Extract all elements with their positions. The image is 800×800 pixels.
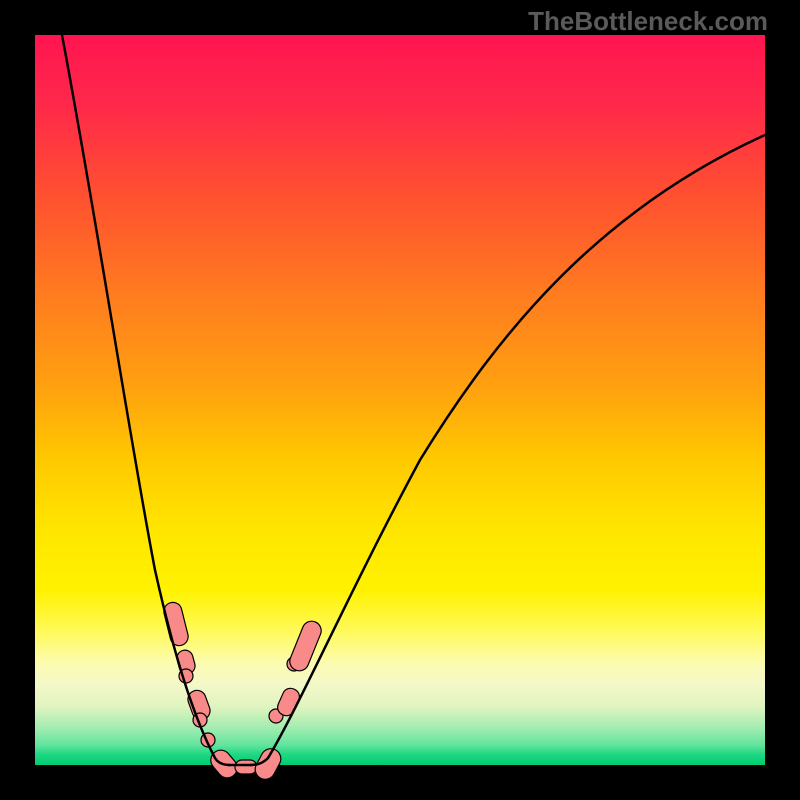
watermark-text: TheBottleneck.com bbox=[528, 6, 768, 37]
data-marker bbox=[235, 760, 257, 774]
right-curve bbox=[250, 135, 765, 765]
curve-layer bbox=[0, 0, 800, 800]
data-marker bbox=[162, 600, 190, 647]
data-marker bbox=[287, 618, 324, 673]
chart-container: TheBottleneck.com bbox=[0, 0, 800, 800]
left-curve bbox=[62, 35, 230, 765]
marker-group bbox=[162, 600, 324, 782]
